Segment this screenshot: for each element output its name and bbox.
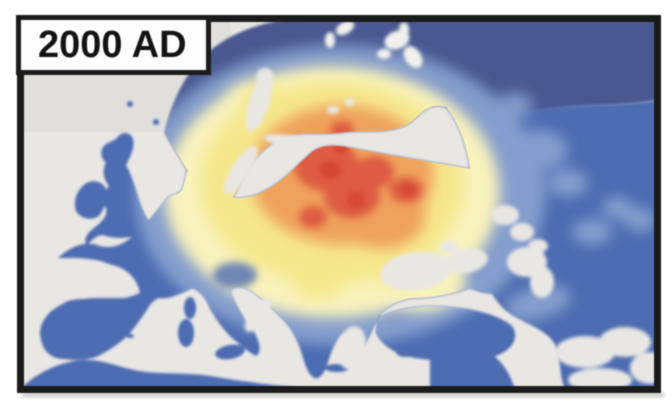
map-frame: [17, 15, 661, 393]
island-balearic: [113, 329, 123, 335]
arctic-inlet-2: [325, 32, 335, 48]
lake-ladoga: [327, 106, 339, 114]
black-sea-east: [444, 248, 488, 274]
map-content: [21, 19, 657, 390]
year-label: 2000 AD: [38, 23, 187, 66]
island-shetland: [153, 119, 159, 125]
inland-sea-layer: [224, 68, 657, 390]
gulf-of-bothnia: [245, 74, 273, 132]
year-label-box: 2000 AD: [16, 15, 211, 75]
white-sea-bay: [377, 49, 391, 59]
sea-of-azov: [440, 241, 458, 253]
island-sicily: [215, 344, 245, 360]
black-sea-west: [380, 251, 452, 291]
white-sea-gulf: [403, 46, 423, 68]
gulf-of-riga: [261, 163, 275, 181]
baltic-sea: [224, 145, 258, 195]
volga-lakes-2: [510, 223, 534, 241]
island-balearic-2: [126, 334, 134, 338]
caspian-south: [530, 266, 554, 298]
island-cyprus: [396, 347, 414, 357]
arctic-inlet: [335, 20, 355, 36]
island-faroe: [127, 101, 133, 107]
white-sea-neck: [399, 22, 409, 38]
aegean-sea: [337, 326, 367, 370]
volga-lakes-3: [528, 239, 548, 253]
alps-low-pocket: [213, 262, 257, 288]
island-sardinia: [178, 319, 194, 347]
gulf-of-bothnia-top: [256, 68, 274, 88]
island-corsica: [184, 297, 196, 319]
adriatic-sea: [244, 297, 272, 333]
frame-shadow: [22, 393, 664, 397]
volga-lakes: [491, 205, 519, 225]
east-mediterranean-2: [599, 327, 651, 357]
east-mediterranean-4: [568, 368, 632, 390]
white-sea-layer: [325, 20, 423, 68]
east-mediterranean-3: [630, 352, 657, 384]
land-layer: [21, 100, 657, 390]
lake-onega: [345, 98, 355, 106]
gulf-of-finland: [264, 134, 312, 148]
